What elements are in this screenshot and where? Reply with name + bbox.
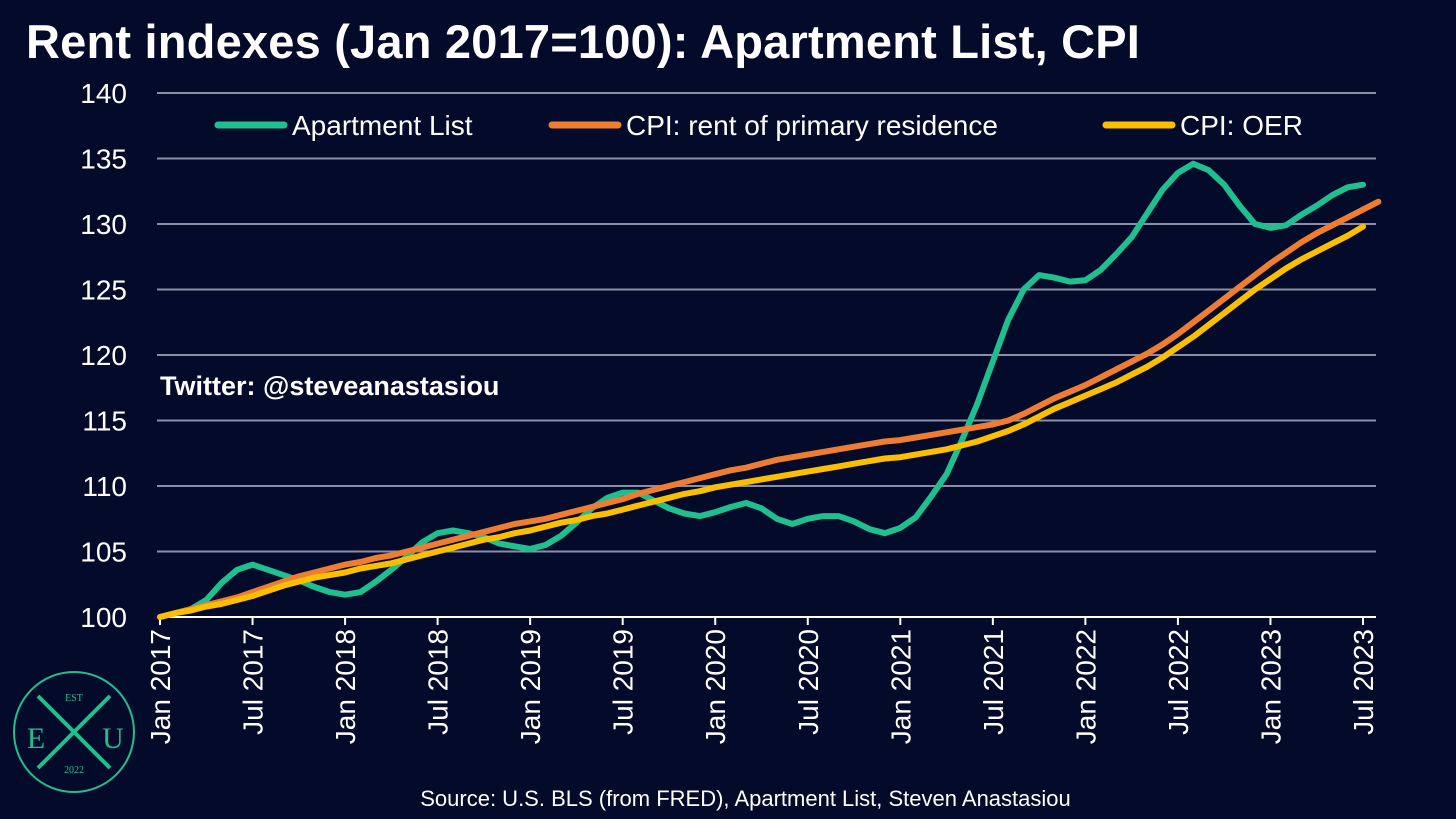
y-tick-label: 105: [80, 537, 127, 568]
logo-sword-2: [36, 694, 112, 770]
series-lines: [157, 160, 1382, 620]
x-tick-label: Jan 2018: [330, 629, 361, 744]
logo-letter-e: E: [27, 722, 45, 755]
logo-year: 2022: [64, 765, 84, 776]
chart-title: Rent indexes (Jan 2017=100): Apartment L…: [26, 15, 1141, 68]
x-axis: Jan 2017 Jul 2017 Jan 2018 Jul 2018 Jan 2019…: [145, 617, 1379, 744]
x-tick-label: Jan 2020: [700, 629, 731, 744]
logo-ring: [13, 671, 135, 793]
x-tick-label: Jul 2021: [978, 629, 1009, 735]
legend: Apartment List CPI: rent of primary resid…: [214, 110, 1303, 141]
x-tick-label: Jul 2020: [793, 629, 824, 735]
y-tick-label: 110: [82, 471, 127, 502]
x-tick-label: Jan 2023: [1255, 629, 1286, 744]
y-axis-tick-labels: 100 105 110 115 120 125 130 135 140: [80, 78, 127, 633]
series-line-cpi-oer: [157, 223, 1366, 620]
y-tick-label: 115: [82, 406, 127, 437]
y-tick-label: 130: [80, 209, 127, 240]
y-tick-label: 120: [80, 340, 127, 371]
x-tick-label: Jul 2017: [238, 629, 269, 735]
legend-label: CPI: rent of primary residence: [626, 110, 998, 141]
x-tick-label: Jan 2021: [885, 629, 916, 744]
legend-label: Apartment List: [292, 110, 473, 141]
x-tick-label: Jul 2019: [608, 629, 639, 735]
legend-apartment-list: Apartment List: [214, 110, 473, 141]
crossed-swords-logo: EST E U 2022: [13, 671, 135, 793]
gridlines: [157, 92, 1376, 618]
legend-cpi-rent: CPI: rent of primary residence: [548, 110, 998, 141]
logo-letter-u: U: [102, 722, 124, 755]
y-tick-label: 140: [80, 78, 127, 109]
legend-cpi-oer: CPI: OER: [1102, 110, 1303, 141]
x-tick-label: Jul 2023: [1348, 629, 1379, 735]
y-tick-label: 135: [80, 144, 127, 175]
source-note: Source: U.S. BLS (from FRED), Apartment …: [420, 786, 1071, 811]
series-line-apartment-list: [157, 160, 1366, 620]
x-tick-label: Jan 2017: [145, 629, 176, 744]
logo-est: EST: [65, 693, 83, 704]
x-tick-label: Jan 2019: [515, 629, 546, 744]
y-tick-label: 100: [80, 602, 127, 633]
series-line-cpi-rent: [157, 198, 1382, 620]
twitter-handle: Twitter: @steveanastasiou: [160, 371, 500, 401]
x-tick-label: Jan 2022: [1070, 629, 1101, 744]
y-tick-label: 125: [80, 275, 127, 306]
legend-label: CPI: OER: [1180, 110, 1303, 141]
x-tick-label: Jul 2022: [1163, 629, 1194, 735]
x-tick-label: Jul 2018: [423, 629, 454, 735]
